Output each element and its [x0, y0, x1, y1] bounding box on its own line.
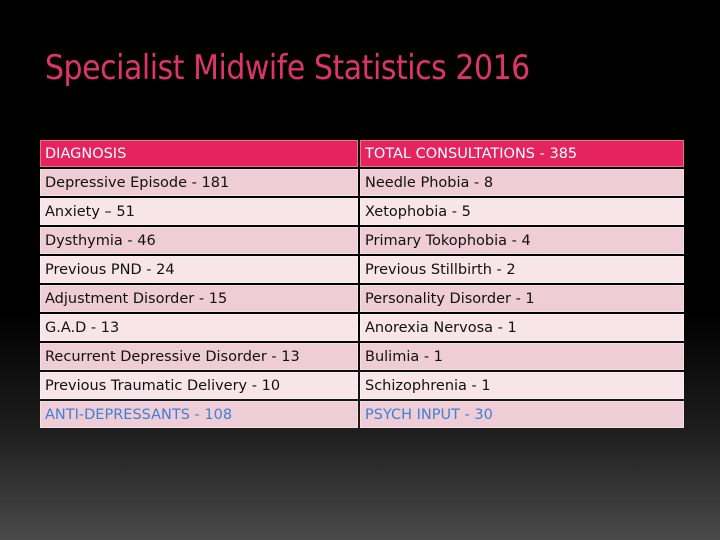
- table-cell: Anxiety – 51: [40, 198, 358, 225]
- table-cell: Recurrent Depressive Disorder - 13: [40, 343, 358, 370]
- table-cell: Previous Stillbirth - 2: [360, 256, 684, 283]
- table-header-row: DIAGNOSIS TOTAL CONSULTATIONS - 385: [40, 140, 684, 167]
- psych-input-total: PSYCH INPUT - 30: [360, 401, 684, 428]
- table-cell: Primary Tokophobia - 4: [360, 227, 684, 254]
- table-row: Depressive Episode - 181 Needle Phobia -…: [40, 169, 684, 196]
- statistics-table: DIAGNOSIS TOTAL CONSULTATIONS - 385 Depr…: [38, 138, 686, 430]
- anti-depressants-total: ANTI-DEPRESSANTS - 108: [40, 401, 358, 428]
- table-cell: Anorexia Nervosa - 1: [360, 314, 684, 341]
- table-cell: Depressive Episode - 181: [40, 169, 358, 196]
- table-row: Previous Traumatic Delivery - 10 Schizop…: [40, 372, 684, 399]
- table-cell: Needle Phobia - 8: [360, 169, 684, 196]
- table-cell: Xetophobia - 5: [360, 198, 684, 225]
- table-cell: Schizophrenia - 1: [360, 372, 684, 399]
- table-cell: Personality Disorder - 1: [360, 285, 684, 312]
- table-row-totals: ANTI-DEPRESSANTS - 108 PSYCH INPUT - 30: [40, 401, 684, 428]
- table-cell: Previous Traumatic Delivery - 10: [40, 372, 358, 399]
- table-row: Recurrent Depressive Disorder - 13 Bulim…: [40, 343, 684, 370]
- slide-title: Specialist Midwife Statistics 2016: [45, 48, 530, 88]
- table-row: G.A.D - 13 Anorexia Nervosa - 1: [40, 314, 684, 341]
- table-cell: G.A.D - 13: [40, 314, 358, 341]
- table-row: Previous PND - 24 Previous Stillbirth - …: [40, 256, 684, 283]
- table-cell: Adjustment Disorder - 15: [40, 285, 358, 312]
- table-cell: Dysthymia - 46: [40, 227, 358, 254]
- table-row: Dysthymia - 46 Primary Tokophobia - 4: [40, 227, 684, 254]
- header-total-consultations: TOTAL CONSULTATIONS - 385: [360, 140, 684, 167]
- table-cell: Previous PND - 24: [40, 256, 358, 283]
- table-row: Anxiety – 51 Xetophobia - 5: [40, 198, 684, 225]
- header-diagnosis: DIAGNOSIS: [40, 140, 358, 167]
- table-cell: Bulimia - 1: [360, 343, 684, 370]
- table-row: Adjustment Disorder - 15 Personality Dis…: [40, 285, 684, 312]
